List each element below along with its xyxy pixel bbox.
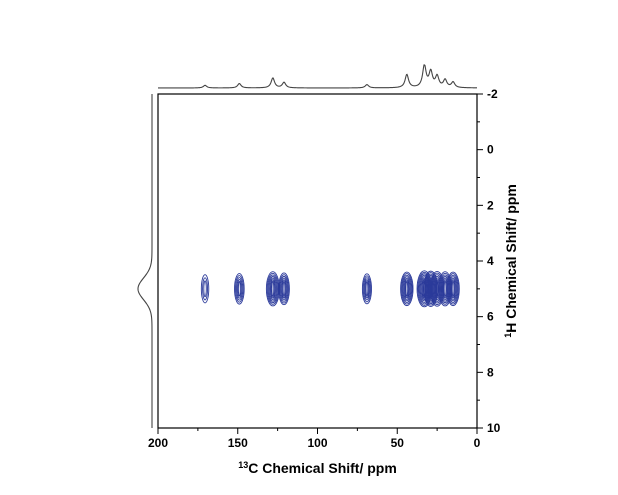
contour-level (365, 281, 369, 297)
contour-level (362, 275, 372, 303)
contour-level (404, 279, 410, 299)
contour-level (203, 280, 207, 298)
contour-level (363, 277, 371, 301)
contour-peak (446, 271, 460, 307)
x-tick-label: 200 (148, 436, 168, 450)
contour-level (281, 279, 287, 299)
contour-peaks (200, 270, 460, 308)
contour-level (278, 272, 290, 306)
contour-level (235, 275, 244, 303)
contour-level (279, 275, 289, 302)
x-axis-title-text: C Chemical Shift/ ppm (248, 460, 397, 476)
contour-peak (265, 271, 280, 307)
contour-level (282, 281, 286, 297)
contour-level (271, 280, 275, 297)
y-tick-label: 8 (487, 365, 494, 379)
y-axis-title-text: H Chemical Shift/ ppm (503, 184, 519, 333)
contour-level (400, 271, 414, 307)
contour-level (236, 279, 242, 299)
contour-level (449, 276, 458, 302)
contour-level (237, 281, 241, 297)
contour-level (433, 277, 441, 301)
y-tick-label: 0 (487, 143, 494, 157)
x-tick-label: 100 (307, 436, 327, 450)
contour-peak (234, 273, 245, 305)
contour-level (364, 279, 370, 299)
contour-level (448, 274, 458, 303)
contour-level (403, 277, 410, 300)
y-tick-label: 4 (487, 254, 494, 268)
x-tick-label: 150 (228, 436, 248, 450)
contour-level (447, 273, 459, 305)
contour-level (361, 273, 372, 305)
contour-peak (278, 272, 290, 306)
contour-peak (400, 271, 414, 307)
contour-level (234, 273, 245, 305)
contour-level (446, 271, 460, 307)
contour-level (267, 274, 278, 304)
contour-level (235, 277, 243, 301)
x-tick-label: 0 (474, 436, 481, 450)
contour-level (268, 276, 277, 302)
x-axis: 200 150 100 50 0 (148, 428, 481, 450)
carbon-projection (158, 64, 478, 89)
proton-projection (137, 94, 153, 428)
y-tick-label: 2 (487, 198, 494, 212)
y-tick-label: 6 (487, 310, 494, 324)
contour-level (280, 277, 288, 301)
y-axis-title: 1H Chemical Shift/ ppm (503, 184, 519, 338)
y-tick-label: 10 (487, 421, 501, 435)
contour-level (443, 280, 447, 297)
x-axis-title: 13C Chemical Shift/ ppm (238, 460, 397, 476)
x-tick-label: 50 (391, 436, 405, 450)
contour-level (424, 272, 438, 306)
carbon-projection-trace (158, 64, 478, 89)
contour-level (451, 280, 455, 297)
contour-level (449, 277, 457, 300)
y-axis: -2 0 2 4 6 8 10 (477, 87, 501, 435)
contour-level (405, 280, 409, 297)
contour-level (401, 274, 412, 303)
contour-level (435, 280, 439, 297)
contour-peak (361, 273, 372, 305)
contour-level (202, 277, 208, 301)
y-tick-label: -2 (487, 87, 498, 101)
contour-peak (200, 274, 210, 304)
contour-level (402, 276, 411, 302)
proton-projection-trace (137, 94, 153, 428)
y-axis-title-sup: 1 (503, 333, 513, 338)
contour-level (279, 274, 289, 304)
x-axis-title-sup: 13 (238, 460, 248, 470)
plot-frame (157, 93, 478, 429)
contour-level (270, 279, 276, 299)
contour-level (200, 274, 210, 304)
contour-level (401, 273, 413, 305)
contour-level (269, 277, 277, 301)
contour-level (450, 279, 456, 299)
